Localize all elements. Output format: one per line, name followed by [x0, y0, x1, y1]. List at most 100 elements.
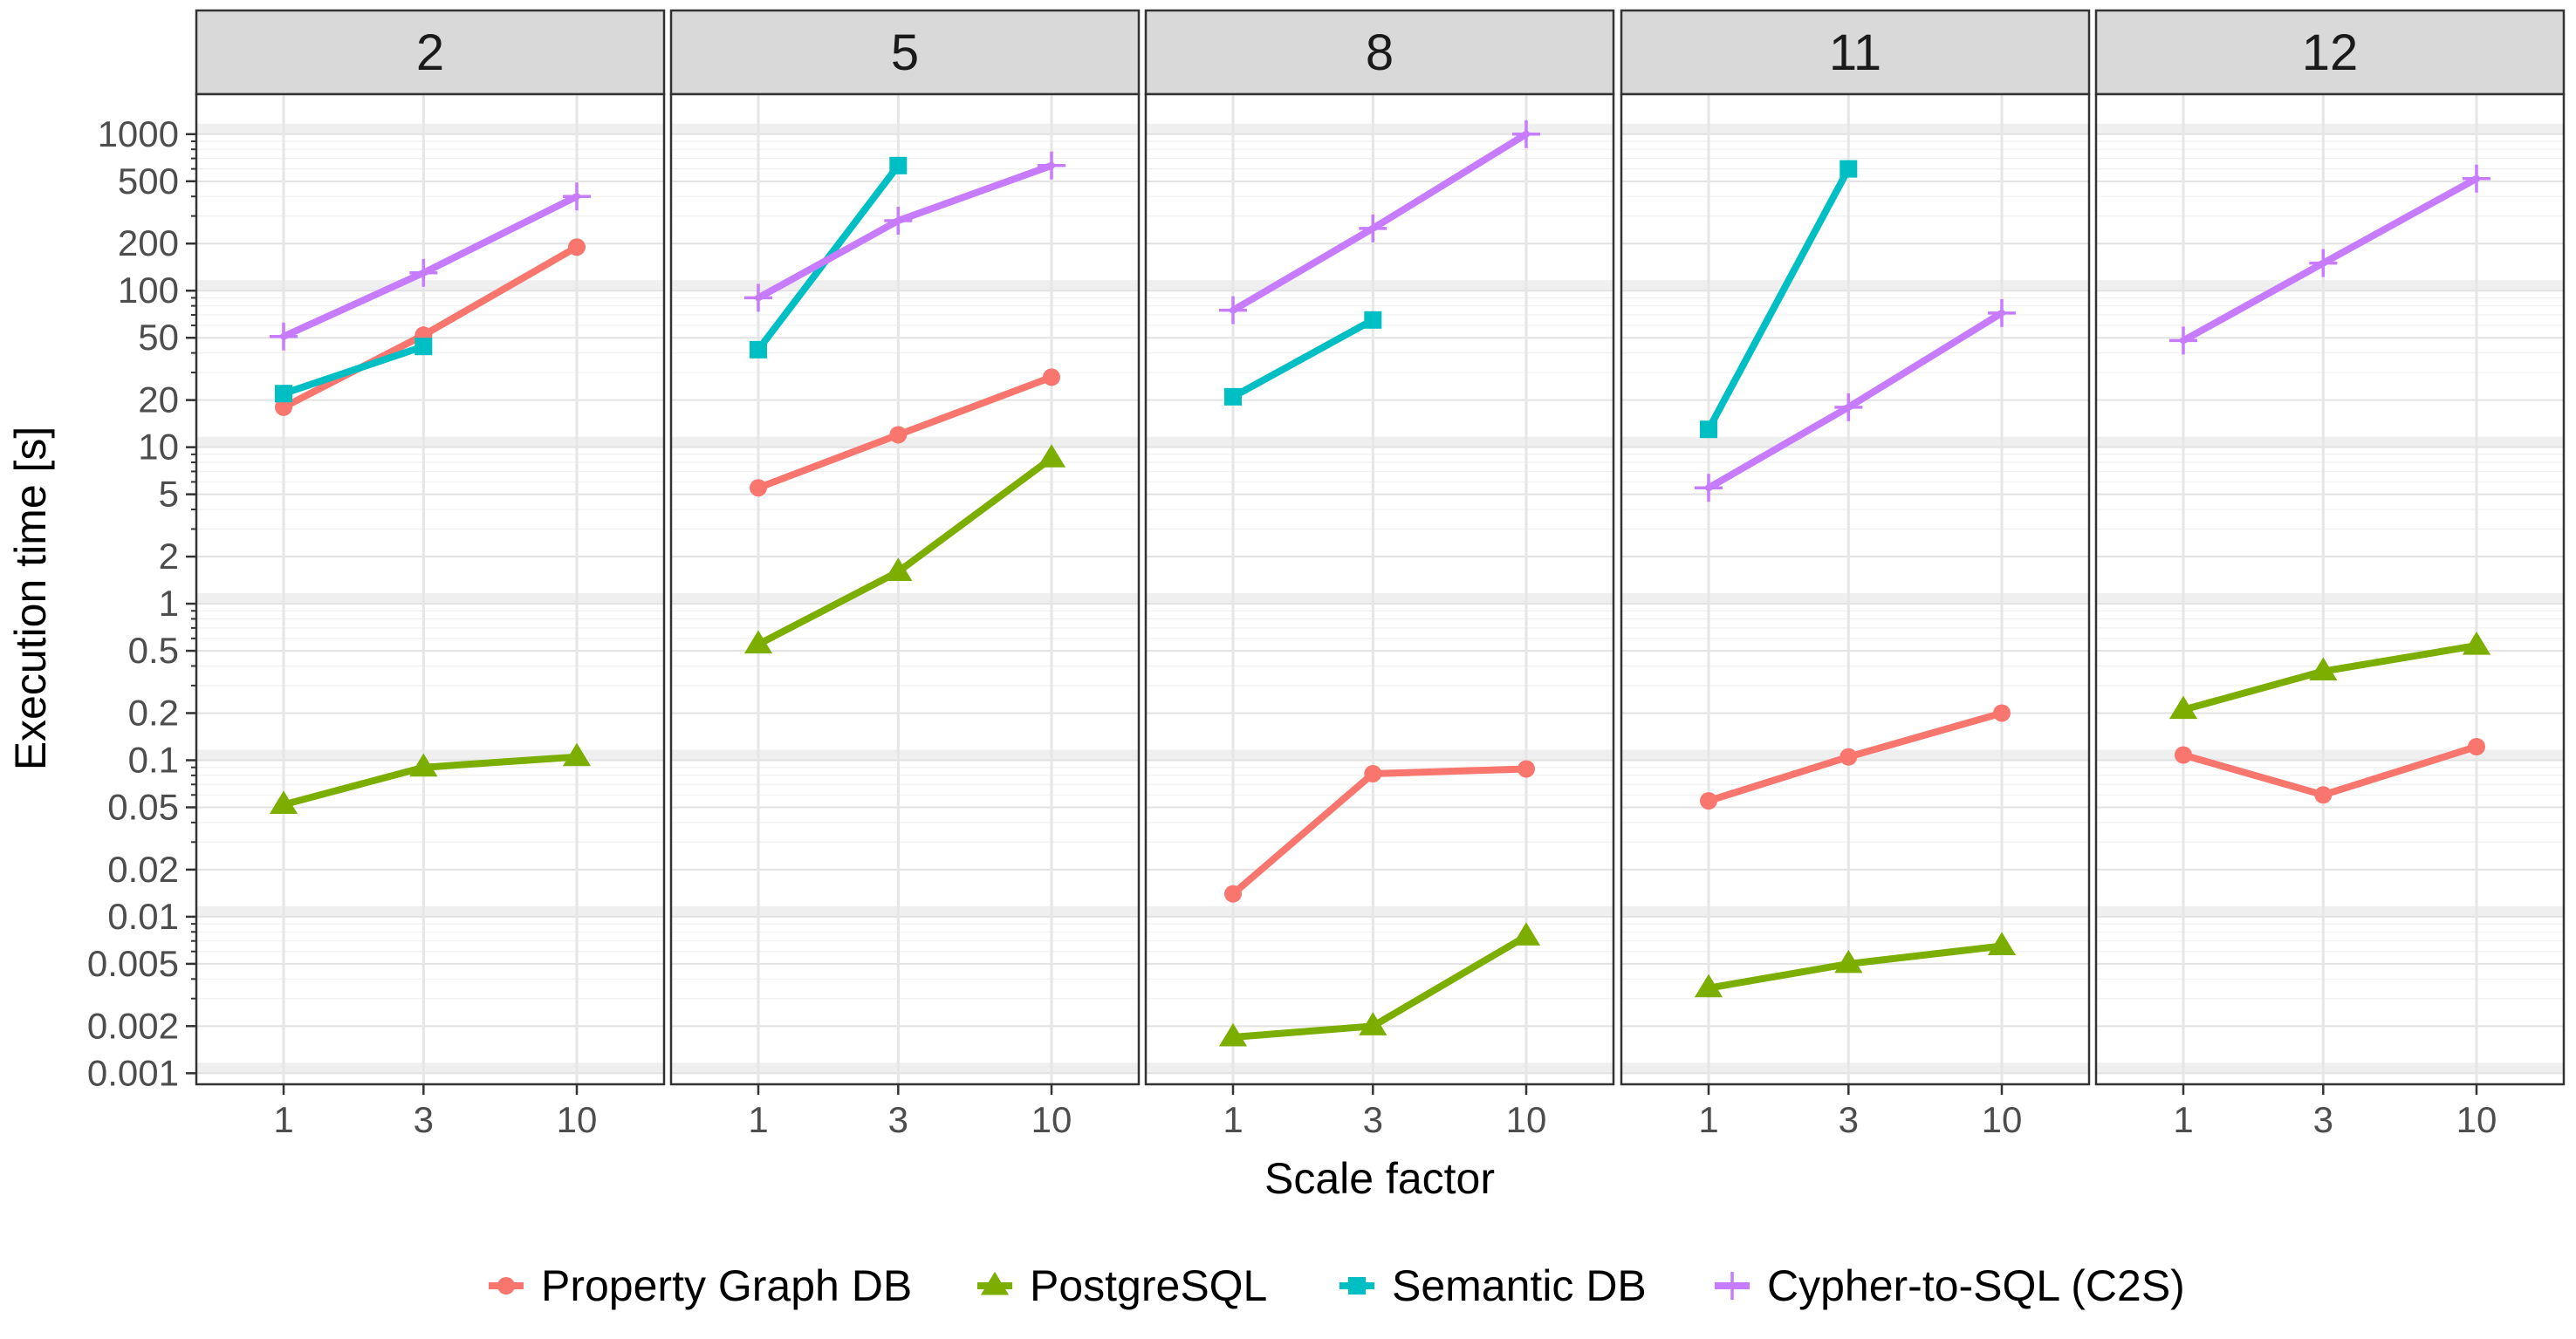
- x-tick-label: 1: [1698, 1099, 1718, 1140]
- data-point-property-graph-db: [275, 398, 292, 416]
- legend-label: Semantic DB: [1392, 1261, 1647, 1310]
- facet-panel-5: 5 1 3 10: [669, 9, 1141, 1140]
- y-tick-label: 0.01: [107, 896, 179, 937]
- decade-band: [2096, 436, 2564, 447]
- y-tick-label: 200: [118, 222, 179, 263]
- decade-band: [1621, 905, 2089, 917]
- decade-band: [2096, 1062, 2564, 1074]
- facet-strip: [195, 9, 666, 96]
- decade-band: [196, 123, 664, 134]
- facet-panel-11: 111 3 10: [1620, 9, 2091, 1140]
- data-point-property-graph-db: [889, 426, 908, 444]
- y-tick-label: 0.001: [87, 1052, 179, 1093]
- panel-background: [671, 94, 1139, 1084]
- y-axis-title: Execution time [s]: [6, 427, 55, 771]
- data-point-postgresql: [409, 753, 438, 777]
- data-point-property-graph-db: [568, 238, 586, 256]
- data-point-cypher-to-sql-c2s: [1359, 214, 1387, 243]
- series-line-semantic-db: [1705, 165, 1853, 434]
- data-point-postgresql: [1511, 922, 1541, 946]
- facet-strip-label: 5: [891, 24, 919, 81]
- decade-band: [1146, 436, 1613, 447]
- decade-band: [1146, 280, 1613, 291]
- y-tick-label: 0.002: [87, 1005, 179, 1046]
- decade-band: [1621, 436, 2089, 447]
- data-point-semantic-db: [1224, 387, 1242, 406]
- data-point-cypher-to-sql-c2s: [563, 182, 591, 211]
- data-point-cypher-to-sql-c2s: [2309, 249, 2338, 277]
- data-point-property-graph-db: [1224, 885, 1242, 903]
- legend-key-marker: [1348, 1277, 1366, 1295]
- facet-strip-label: 8: [1366, 24, 1394, 81]
- facet-strip-label: 2: [416, 24, 444, 81]
- legend-label: Property Graph DB: [541, 1261, 912, 1310]
- y-tick-label: 0.1: [128, 739, 179, 780]
- y-tick-label: 500: [118, 161, 179, 202]
- decade-band: [1621, 123, 2089, 134]
- data-point-property-graph-db: [750, 479, 767, 497]
- data-point-semantic-db: [414, 338, 433, 356]
- decade-band: [196, 1062, 664, 1074]
- decade-band: [196, 436, 664, 447]
- x-tick-label: 10: [1031, 1099, 1072, 1140]
- x-axis-title: Scale factor: [1264, 1154, 1495, 1203]
- y-tick-label: 0.5: [128, 630, 179, 671]
- panel-background: [196, 94, 664, 1084]
- decade-band: [196, 280, 664, 291]
- panel-border: [669, 92, 1141, 1086]
- panel-background: [1621, 94, 2089, 1084]
- data-point-semantic-db: [1364, 311, 1382, 329]
- data-point-postgresql: [1987, 932, 2017, 955]
- series-line-semantic-db: [280, 343, 428, 398]
- y-tick-label: 0.02: [107, 849, 179, 890]
- panel-border: [1620, 92, 2091, 1086]
- data-point-semantic-db: [275, 385, 292, 403]
- legend-label: Cypher-to-SQL (C2S): [1767, 1261, 2185, 1310]
- data-point-semantic-db: [1700, 420, 1717, 439]
- y-tick-label: 50: [138, 317, 179, 358]
- legend-item-cypher-to-sql-c2s: Cypher-to-SQL (C2S): [1715, 1261, 2185, 1310]
- data-point-postgresql: [1359, 1012, 1387, 1035]
- data-point-cypher-to-sql-c2s: [1512, 120, 1540, 148]
- y-tick-label: 10: [138, 427, 179, 468]
- decade-band: [1146, 905, 1613, 917]
- data-point-semantic-db: [750, 340, 767, 359]
- panel-border: [2094, 92, 2566, 1086]
- decade-band: [2096, 123, 2564, 134]
- data-point-cypher-to-sql-c2s: [1988, 298, 2016, 327]
- data-point-cypher-to-sql-c2s: [1695, 474, 1723, 502]
- decade-band: [1146, 1062, 1613, 1074]
- data-point-cypher-to-sql-c2s: [409, 258, 438, 287]
- decade-band: [196, 905, 664, 917]
- x-tick-label: 1: [2173, 1099, 2193, 1140]
- data-point-cypher-to-sql-c2s: [1834, 393, 1863, 421]
- x-tick-label: 3: [1363, 1099, 1383, 1140]
- data-point-postgresql: [269, 790, 298, 814]
- facet-strip-label: 11: [1829, 24, 1881, 81]
- data-point-postgresql: [562, 742, 592, 767]
- x-tick-label: 10: [1506, 1099, 1547, 1140]
- x-tick-label: 3: [414, 1099, 434, 1140]
- data-point-postgresql: [2462, 631, 2491, 655]
- facet-strip: [1144, 9, 1615, 96]
- data-point-postgresql: [743, 630, 773, 654]
- panel-border: [1144, 92, 1615, 1086]
- facet-strip: [2094, 9, 2566, 96]
- data-point-property-graph-db: [1700, 792, 1717, 810]
- x-tick-label: 3: [1839, 1099, 1859, 1140]
- series-line-semantic-db: [1230, 316, 1377, 400]
- data-point-postgresql: [2309, 657, 2338, 681]
- decade-band: [671, 436, 1139, 447]
- facet-panel-8: 8 1 3 10: [1144, 9, 1615, 1140]
- decade-band: [2096, 280, 2564, 291]
- x-tick-label: 1: [748, 1099, 768, 1140]
- data-point-cypher-to-sql-c2s: [2169, 326, 2197, 355]
- data-point-postgresql: [1037, 444, 1066, 468]
- decade-band: [671, 280, 1139, 291]
- decade-band: [671, 593, 1139, 605]
- y-tick-label: 100: [118, 270, 179, 311]
- data-point-property-graph-db: [2314, 786, 2333, 804]
- decade-band: [671, 123, 1139, 134]
- data-point-property-graph-db: [1518, 760, 1535, 778]
- panel-background: [1146, 94, 1613, 1084]
